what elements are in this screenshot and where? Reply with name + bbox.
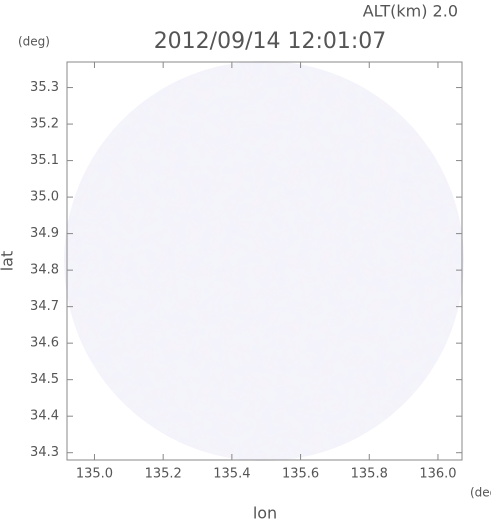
y-tick-label: 35.1 [30, 153, 59, 168]
y-tick-label: 34.6 [30, 336, 59, 351]
x-unit: (deg) [470, 486, 491, 500]
x-tick-label: 136.0 [419, 467, 456, 482]
y-tick-label: 34.7 [30, 299, 59, 314]
y-tick-label: 34.5 [30, 372, 59, 387]
y-tick-label: 34.3 [30, 445, 59, 460]
x-tick-label: 135.0 [76, 467, 113, 482]
y-tick-label: 35.0 [30, 190, 59, 205]
x-tick-label: 135.6 [282, 467, 319, 482]
y-tick-label: 35.3 [30, 80, 59, 95]
x-axis-label: lon [253, 504, 277, 521]
y-tick-label: 34.4 [30, 409, 59, 424]
plot-frame [66, 61, 463, 461]
altitude-label: ALT(km) 2.0 [363, 2, 458, 21]
chart-title: 2012/09/14 12:01:07 [154, 29, 387, 54]
y-tick-label: 35.2 [30, 117, 59, 132]
x-tick-label: 135.4 [213, 467, 250, 482]
y-unit: (deg) [18, 35, 50, 49]
x-tick-label: 135.2 [145, 467, 182, 482]
y-tick-label: 34.8 [30, 263, 59, 278]
y-axis-label: lat [0, 251, 17, 272]
y-tick-label: 34.9 [30, 226, 59, 241]
x-tick-label: 135.8 [351, 467, 388, 482]
radar-field [64, 61, 464, 461]
